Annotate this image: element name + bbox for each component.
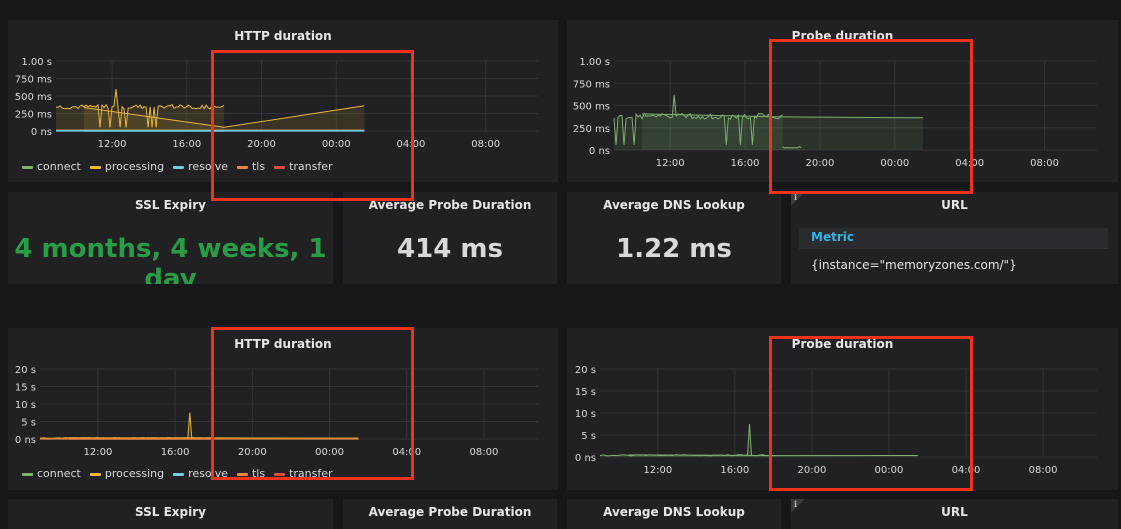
panel-title[interactable]: URL — [791, 505, 1118, 519]
y-tick-label: 500 ms — [573, 102, 610, 113]
table-header: Metric — [799, 228, 1108, 249]
legend-swatch — [173, 473, 184, 476]
y-tick-label: 1.00 s — [579, 57, 610, 68]
panel-title[interactable]: URL — [791, 198, 1118, 212]
table-row: {instance="memoryzones.com/"} — [811, 258, 1017, 272]
highlight-box — [769, 336, 973, 491]
legend-item-connect[interactable]: connect — [22, 467, 81, 480]
average-dns-lookup-value: 1.22 ms — [567, 234, 781, 264]
panel-title[interactable]: Average Probe Duration — [343, 505, 557, 519]
url-panel-2[interactable]: i URL — [791, 499, 1118, 529]
y-tick-label: 750 ms — [573, 79, 610, 90]
y-tick-label: 5 s — [581, 431, 596, 442]
x-tick-label: 12:00 — [83, 447, 112, 458]
y-tick-label: 250 ms — [15, 110, 52, 121]
legend-item-processing[interactable]: processing — [90, 467, 164, 480]
y-tick-label: 15 s — [575, 387, 596, 398]
x-tick-label: 16:00 — [731, 158, 760, 169]
legend-swatch — [173, 166, 184, 169]
panel-title[interactable]: Average DNS Lookup — [567, 505, 781, 519]
legend-swatch — [90, 166, 101, 169]
url-panel[interactable]: i URL Metric {instance="memoryzones.com/… — [791, 192, 1118, 284]
y-tick-label: 0 ns — [15, 435, 36, 446]
y-tick-label: 10 s — [15, 400, 36, 411]
average-dns-lookup-panel[interactable]: Average DNS Lookup 1.22 ms — [567, 192, 781, 284]
x-tick-label: 16:00 — [172, 139, 201, 150]
x-tick-label: 12:00 — [98, 139, 127, 150]
x-tick-label: 08:00 — [1030, 158, 1059, 169]
x-tick-label: 16:00 — [720, 465, 749, 476]
panel-title[interactable]: Average DNS Lookup — [567, 198, 781, 212]
y-tick-label: 1.00 s — [21, 57, 52, 68]
panel-title[interactable]: SSL Expiry — [8, 505, 333, 519]
average-dns-lookup-panel-2[interactable]: Average DNS Lookup — [567, 499, 781, 529]
series-line-processing — [40, 413, 214, 439]
legend-label: connect — [37, 467, 81, 480]
y-tick-label: 500 ms — [15, 92, 52, 103]
y-tick-label: 20 s — [575, 365, 596, 376]
x-tick-label: 16:00 — [161, 447, 190, 458]
y-tick-label: 0 ns — [589, 146, 610, 157]
x-tick-label: 08:00 — [1029, 465, 1058, 476]
x-tick-label: 12:00 — [656, 158, 685, 169]
y-tick-label: 250 ms — [573, 124, 610, 135]
legend-label: processing — [105, 467, 164, 480]
y-tick-label: 20 s — [15, 365, 36, 376]
metric-column-header[interactable]: Metric — [811, 230, 854, 244]
ssl-expiry-panel-2[interactable]: SSL Expiry — [8, 499, 333, 529]
series-line-probe — [600, 424, 773, 456]
y-tick-label: 15 s — [15, 383, 36, 394]
average-probe-duration-panel[interactable]: Average Probe Duration 414 ms — [343, 192, 557, 284]
y-tick-label: 0 ns — [31, 127, 52, 138]
legend-swatch — [90, 473, 101, 476]
x-tick-label: 08:00 — [471, 139, 500, 150]
legend-item-connect[interactable]: connect — [22, 160, 81, 173]
average-probe-duration-panel-2[interactable]: Average Probe Duration — [343, 499, 557, 529]
y-tick-label: 5 s — [21, 418, 36, 429]
legend-swatch — [22, 166, 33, 169]
x-tick-label: 08:00 — [470, 447, 499, 458]
y-tick-label: 750 ms — [15, 75, 52, 86]
average-probe-duration-value: 414 ms — [343, 234, 557, 264]
ssl-expiry-panel[interactable]: SSL Expiry 4 months, 4 weeks, 1 day — [8, 192, 333, 284]
highlight-box — [211, 50, 414, 201]
legend-swatch — [22, 473, 33, 476]
highlight-box — [211, 327, 414, 480]
legend-label: processing — [105, 160, 164, 173]
ssl-expiry-value: 4 months, 4 weeks, 1 day — [8, 234, 333, 284]
x-tick-label: 12:00 — [643, 465, 672, 476]
y-tick-label: 10 s — [575, 409, 596, 420]
highlight-box — [769, 39, 973, 194]
y-tick-label: 0 ns — [575, 453, 596, 464]
legend-item-processing[interactable]: processing — [90, 160, 164, 173]
legend-label: connect — [37, 160, 81, 173]
